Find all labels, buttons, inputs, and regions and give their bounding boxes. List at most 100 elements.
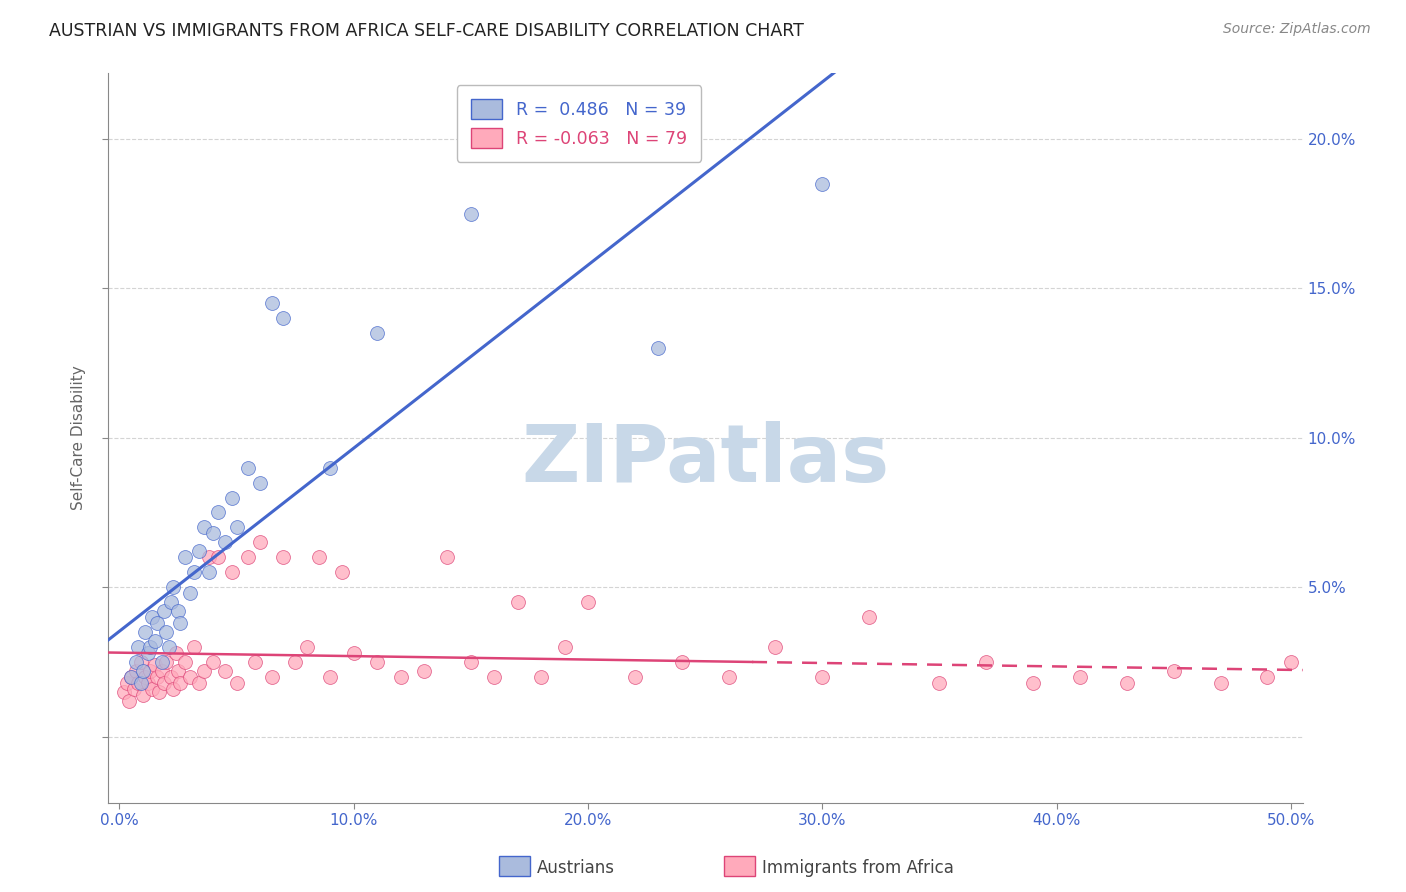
Point	[221, 491, 243, 505]
Point	[197, 550, 219, 565]
Point	[366, 326, 388, 340]
Point	[132, 664, 155, 678]
Point	[129, 676, 152, 690]
Point	[249, 475, 271, 490]
Point	[120, 670, 142, 684]
Point	[1396, 670, 1406, 684]
Point	[179, 670, 201, 684]
Point	[389, 670, 412, 684]
Point	[169, 676, 191, 690]
Point	[1350, 676, 1372, 690]
Point	[169, 616, 191, 631]
Point	[554, 640, 576, 654]
Point	[238, 550, 260, 565]
Point	[188, 676, 211, 690]
Point	[118, 694, 141, 708]
Point	[122, 681, 145, 696]
Point	[308, 550, 330, 565]
Point	[141, 610, 163, 624]
Point	[202, 526, 225, 541]
Point	[319, 670, 342, 684]
Point	[153, 604, 176, 618]
Point	[112, 685, 135, 699]
Point	[146, 616, 169, 631]
Point	[155, 625, 177, 640]
Point	[115, 676, 138, 690]
Point	[141, 681, 163, 696]
Point	[167, 664, 190, 678]
Point	[858, 610, 880, 624]
Text: Source: ZipAtlas.com: Source: ZipAtlas.com	[1223, 22, 1371, 37]
Point	[188, 544, 211, 558]
Point	[506, 595, 529, 609]
Point	[1279, 655, 1302, 669]
Legend: R =  0.486   N = 39, R = -0.063   N = 79: R = 0.486 N = 39, R = -0.063 N = 79	[457, 86, 702, 161]
Point	[928, 676, 950, 690]
Point	[811, 177, 834, 191]
Point	[225, 676, 247, 690]
Point	[162, 681, 184, 696]
Point	[165, 646, 187, 660]
Point	[146, 670, 169, 684]
Point	[174, 550, 197, 565]
Point	[153, 676, 176, 690]
Point	[129, 655, 152, 669]
Point	[260, 296, 283, 310]
Point	[139, 640, 162, 654]
Point	[295, 640, 318, 654]
Point	[134, 625, 156, 640]
Point	[1115, 676, 1137, 690]
Point	[179, 586, 201, 600]
Point	[225, 520, 247, 534]
Point	[148, 685, 170, 699]
Point	[624, 670, 647, 684]
Point	[134, 670, 156, 684]
Point	[221, 566, 243, 580]
Text: ZIPatlas: ZIPatlas	[522, 421, 890, 499]
Point	[249, 535, 271, 549]
Point	[238, 460, 260, 475]
Point	[150, 655, 173, 669]
Point	[765, 640, 787, 654]
Point	[127, 640, 149, 654]
Point	[260, 670, 283, 684]
Point	[125, 664, 148, 678]
Point	[193, 520, 215, 534]
Point	[273, 311, 295, 326]
Y-axis label: Self-Care Disability: Self-Care Disability	[72, 366, 86, 510]
Point	[460, 206, 482, 220]
Point	[150, 664, 173, 678]
Point	[343, 646, 366, 660]
Point	[143, 658, 166, 673]
Point	[330, 566, 353, 580]
Point	[484, 670, 506, 684]
Point	[366, 655, 388, 669]
Text: AUSTRIAN VS IMMIGRANTS FROM AFRICA SELF-CARE DISABILITY CORRELATION CHART: AUSTRIAN VS IMMIGRANTS FROM AFRICA SELF-…	[49, 22, 804, 40]
Point	[174, 655, 197, 669]
Point	[139, 664, 162, 678]
Point	[436, 550, 458, 565]
Point	[245, 655, 267, 669]
Point	[1022, 676, 1045, 690]
Point	[214, 535, 236, 549]
Point	[197, 566, 219, 580]
Point	[1163, 664, 1185, 678]
Point	[284, 655, 307, 669]
Point	[273, 550, 295, 565]
Point	[155, 655, 177, 669]
Point	[976, 655, 998, 669]
Point	[1256, 670, 1278, 684]
Point	[160, 595, 183, 609]
Point	[1069, 670, 1091, 684]
Point	[413, 664, 436, 678]
Text: Austrians: Austrians	[537, 859, 614, 877]
Point	[1326, 670, 1348, 684]
Point	[132, 688, 155, 702]
Point	[125, 655, 148, 669]
Point	[160, 670, 183, 684]
Point	[811, 670, 834, 684]
Point	[1374, 664, 1396, 678]
Point	[207, 550, 229, 565]
Point	[143, 634, 166, 648]
Point	[214, 664, 236, 678]
